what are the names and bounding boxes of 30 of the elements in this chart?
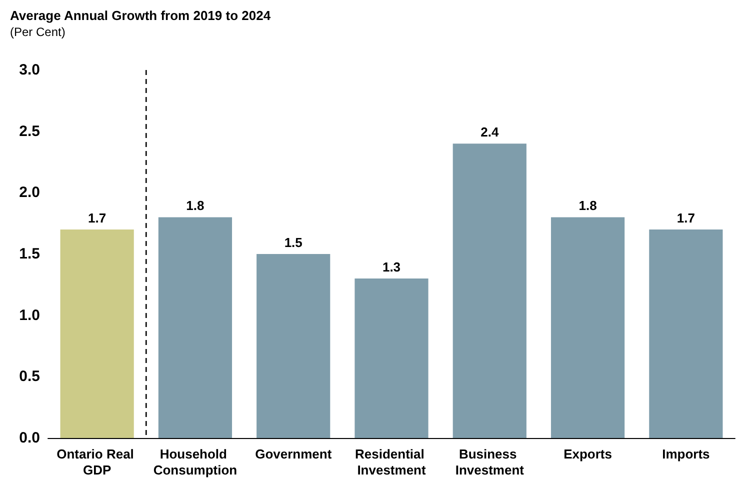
bar: [60, 229, 134, 438]
bar: [354, 278, 428, 438]
bar: [158, 217, 232, 438]
bar: [649, 229, 723, 438]
text: 3.0: [19, 62, 40, 78]
x-tick-label: Government: [255, 446, 332, 462]
x-tick-label: Imports: [662, 446, 710, 462]
chart-title: Average Annual Growth from 2019 to 2024: [10, 8, 272, 23]
data-label: 1.3: [382, 260, 401, 275]
data-label: 1.8: [578, 198, 597, 214]
x-tick-label: Residential Investment: [355, 446, 428, 478]
text: 0.0: [19, 430, 40, 446]
data-label: 1.7: [88, 210, 106, 226]
text: 0.5: [19, 368, 40, 386]
bar: [452, 144, 526, 438]
bar: [256, 254, 330, 438]
x-tick-label: Business Investment: [455, 446, 525, 478]
x-tick-label: Household Consumption: [153, 446, 238, 478]
data-label: 1.7: [676, 210, 695, 226]
data-label: 2.4: [480, 124, 500, 140]
x-tick-label: Exports: [564, 446, 612, 462]
text: 2.5: [19, 122, 40, 140]
text: 1.0: [19, 306, 40, 324]
text: 2.0: [19, 184, 40, 202]
data-label: 1.8: [186, 198, 204, 214]
chart-subtitle: (Per Cent): [10, 25, 66, 39]
x-tick-label: Ontario Real GDP: [56, 446, 138, 478]
text: 1.5: [19, 246, 40, 262]
data-label: 1.5: [284, 235, 302, 250]
bar: [550, 217, 625, 438]
